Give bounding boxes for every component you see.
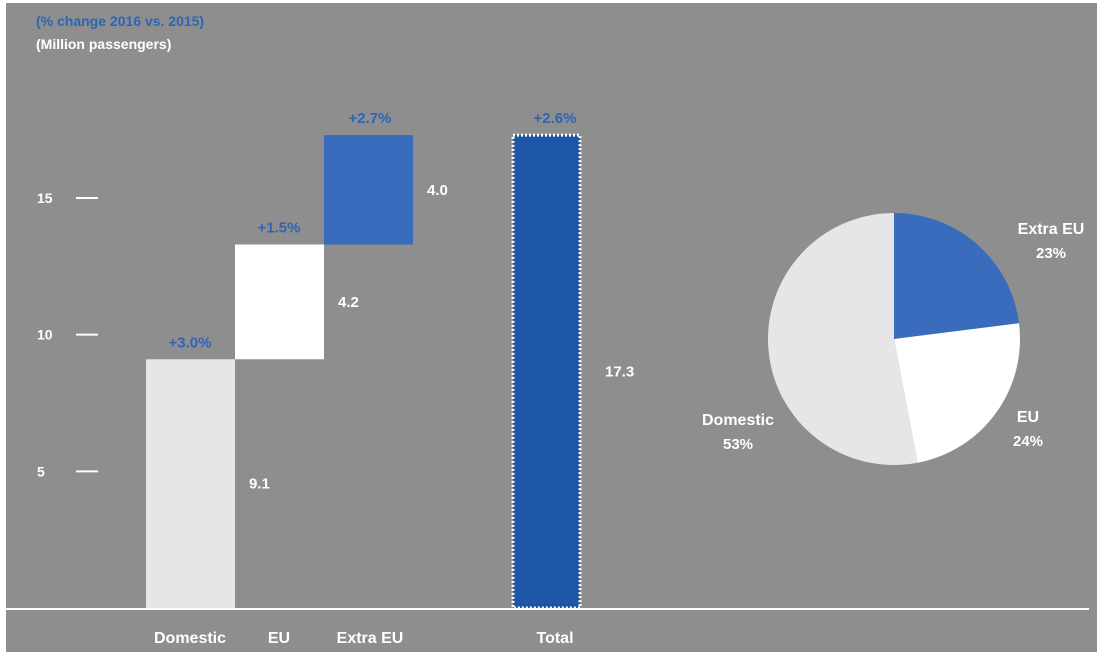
bar-total xyxy=(513,135,580,608)
category-label: Total xyxy=(536,630,573,647)
pie-label: EU xyxy=(1017,409,1039,426)
chart-canvas: (% change 2016 vs. 2015) (Million passen… xyxy=(6,3,1097,652)
chart-svg: 5 10 15 +3.0% 9.1 Domestic +1.5% 4.2 EU +2.7% 4.0 E… xyxy=(6,110,1089,647)
pie-percent-label: 53% xyxy=(723,436,753,453)
pct-change-label: +2.7% xyxy=(349,110,392,127)
bar-total-dotted-outline xyxy=(511,133,582,610)
bar-eu xyxy=(235,244,324,360)
pie-label: Domestic xyxy=(702,412,774,429)
value-label: 4.0 xyxy=(427,182,448,199)
pct-change-label: +2.6% xyxy=(534,110,577,127)
category-label: Extra EU xyxy=(337,630,404,647)
pct-change-label: +1.5% xyxy=(258,219,301,236)
y-tick-label: 15 xyxy=(37,190,53,206)
category-label: Domestic xyxy=(154,630,226,647)
pie-slice-extra-eu xyxy=(894,213,1020,339)
pie-percent-label: 23% xyxy=(1036,245,1066,262)
pie-slice-domestic xyxy=(768,213,918,465)
pie-percent-label: 24% xyxy=(1013,433,1043,450)
bar-domestic xyxy=(146,359,235,608)
category-label: EU xyxy=(268,630,290,647)
unit-caption: (Million passengers) xyxy=(36,36,172,52)
pie-label: Extra EU xyxy=(1018,221,1085,238)
value-label: 9.1 xyxy=(249,476,270,493)
y-tick-label: 10 xyxy=(37,327,53,343)
pct-change-caption: (% change 2016 vs. 2015) xyxy=(36,13,205,29)
pct-change-label: +3.0% xyxy=(169,334,212,351)
value-label: 17.3 xyxy=(605,364,634,381)
bar-extra-eu xyxy=(324,135,413,245)
y-tick-label: 5 xyxy=(37,463,45,479)
value-label: 4.2 xyxy=(338,294,359,311)
pie-slice-eu xyxy=(894,323,1020,463)
